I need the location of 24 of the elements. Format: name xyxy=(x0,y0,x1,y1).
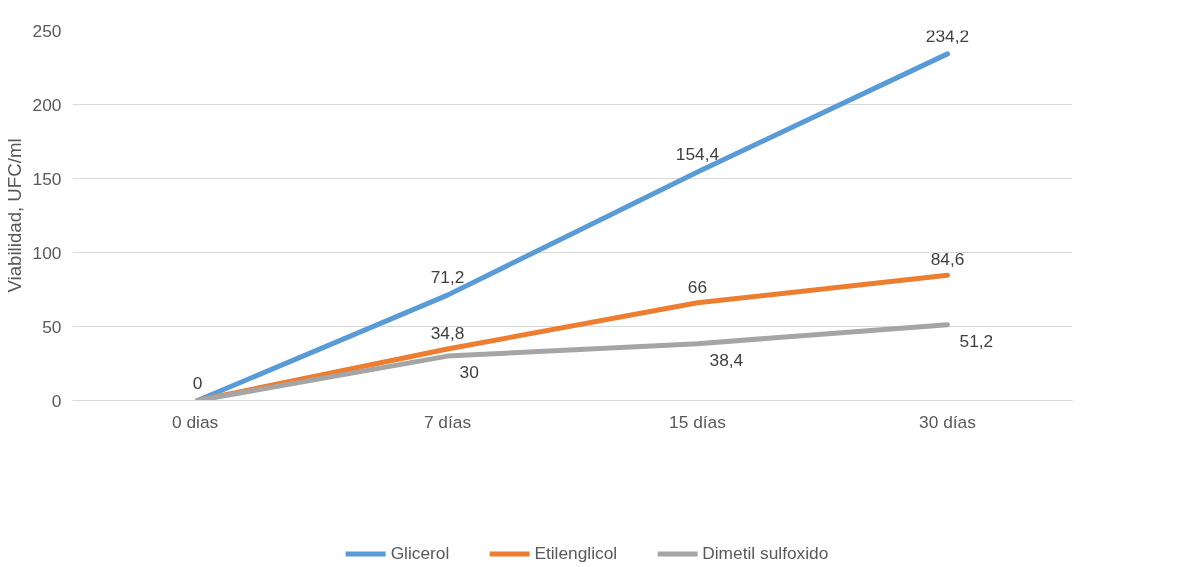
data-label: 51,2 xyxy=(959,330,994,351)
y-tick-label: 50 xyxy=(42,316,62,337)
data-label: 234,2 xyxy=(925,25,970,46)
data-label: 66 xyxy=(687,276,708,297)
y-tick-label: 0 xyxy=(51,390,62,411)
y-tick-label: 200 xyxy=(32,94,62,115)
x-tick-label: 7 días xyxy=(423,411,472,432)
x-tick-label: 15 días xyxy=(669,411,727,432)
legend-label: Dimetil sulfoxido xyxy=(702,542,829,564)
legend-label: Glicerol xyxy=(390,542,450,564)
data-label: 84,6 xyxy=(930,249,965,270)
y-tick-label: 250 xyxy=(32,20,62,41)
data-label: 34,8 xyxy=(430,323,465,343)
x-tick-label: 0 dias xyxy=(171,411,219,432)
y-tick-label: 150 xyxy=(32,168,62,189)
data-label: 0 xyxy=(192,372,203,393)
data-label: 71,2 xyxy=(430,267,465,288)
data-label: 154,4 xyxy=(675,143,720,164)
y-axis-title: Viabilidad, UFC/ml xyxy=(3,138,25,293)
y-tick-label: 100 xyxy=(32,242,62,263)
data-label: 30 xyxy=(459,362,479,383)
x-tick-label: 30 días xyxy=(919,411,977,432)
data-label: 38,4 xyxy=(709,349,744,370)
legend-label: Etilenglicol xyxy=(534,542,618,564)
